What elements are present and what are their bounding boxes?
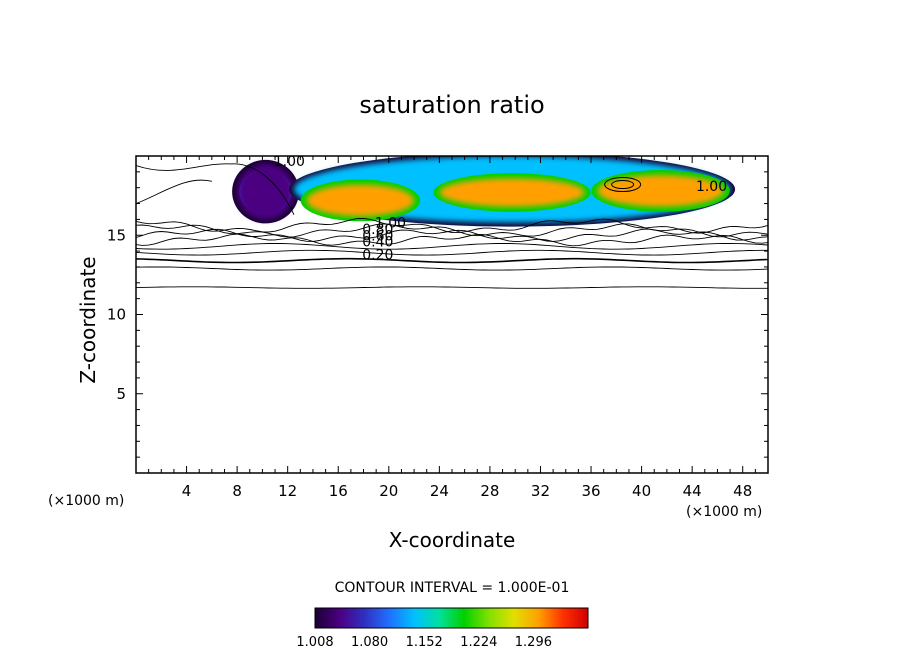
colorbar-tick-label: 1.152 <box>406 635 443 650</box>
contour-line <box>136 223 768 238</box>
x-tick-label: 20 <box>379 482 398 500</box>
contour-line <box>136 228 768 242</box>
contour-lines <box>136 163 768 289</box>
x-tick-label: 28 <box>480 482 499 500</box>
saturation-fill-layer <box>232 156 736 227</box>
contour-line <box>611 180 635 190</box>
contour-label: 0.20 <box>362 247 393 263</box>
chart-title: saturation ratio <box>359 91 544 119</box>
contour-labels: 1.001.001.000.800.600.400.20 <box>274 154 727 264</box>
contour-line <box>136 179 212 204</box>
region-core-1 <box>306 184 415 217</box>
x-unit-left: (×1000 m) <box>48 493 124 509</box>
region-core-2 <box>439 178 585 207</box>
x-tick-label: 44 <box>683 482 702 500</box>
contour-line <box>136 249 768 256</box>
contour-line <box>136 257 768 264</box>
x-tick-label: 32 <box>531 482 550 500</box>
axis-ticks <box>136 156 768 473</box>
contour-label: 0.80 <box>362 222 393 238</box>
colorbar-tick-label: 1.296 <box>515 635 552 650</box>
x-axis-label: X-coordinate <box>389 528 516 552</box>
region-left-plume <box>237 163 294 220</box>
contour-line <box>604 177 642 193</box>
colorbar-tick-label: 1.224 <box>460 635 497 650</box>
x-tick-label: 16 <box>329 482 348 500</box>
colorbar-tick-label: 1.080 <box>351 635 388 650</box>
contour-line <box>136 233 768 247</box>
x-tick-label: 24 <box>430 482 449 500</box>
contour-line <box>136 243 768 250</box>
contour-label: 0.40 <box>362 235 393 251</box>
x-tick-label: 36 <box>581 482 600 500</box>
y-tick-label: 5 <box>116 385 126 403</box>
contour-line <box>136 217 768 234</box>
x-tick-label: 12 <box>278 482 297 500</box>
y-axis-label: Z-coordinate <box>76 256 100 383</box>
contour-label: 1.00 <box>696 179 727 195</box>
x-tick-label: 4 <box>182 482 192 500</box>
contour-label: 0.60 <box>362 228 393 244</box>
x-tick-label: 48 <box>733 482 752 500</box>
x-tick-label: 8 <box>232 482 242 500</box>
contour-line <box>136 286 768 289</box>
contour-line <box>136 266 768 271</box>
x-unit-right: (×1000 m) <box>686 504 762 520</box>
y-tick-label: 15 <box>107 226 126 244</box>
colorbar: 1.008 1.080 1.152 1.224 1.296 <box>296 607 589 650</box>
y-tick-labels: 5 10 15 <box>107 226 126 403</box>
contour-line <box>136 163 295 215</box>
contour-interval-text: CONTOUR INTERVAL = 1.000E-01 <box>335 580 570 596</box>
contour-label: 1.00 <box>274 154 305 170</box>
x-tick-labels: 4 8 12 16 20 24 28 32 36 40 44 48 <box>182 482 752 500</box>
x-tick-label: 40 <box>632 482 651 500</box>
y-tick-label: 10 <box>107 306 126 324</box>
region-core-3 <box>597 175 724 207</box>
contour-label: 1.00 <box>375 216 406 232</box>
colorbar-tick-label: 1.008 <box>296 635 333 650</box>
colorbar-gradient <box>314 607 589 629</box>
